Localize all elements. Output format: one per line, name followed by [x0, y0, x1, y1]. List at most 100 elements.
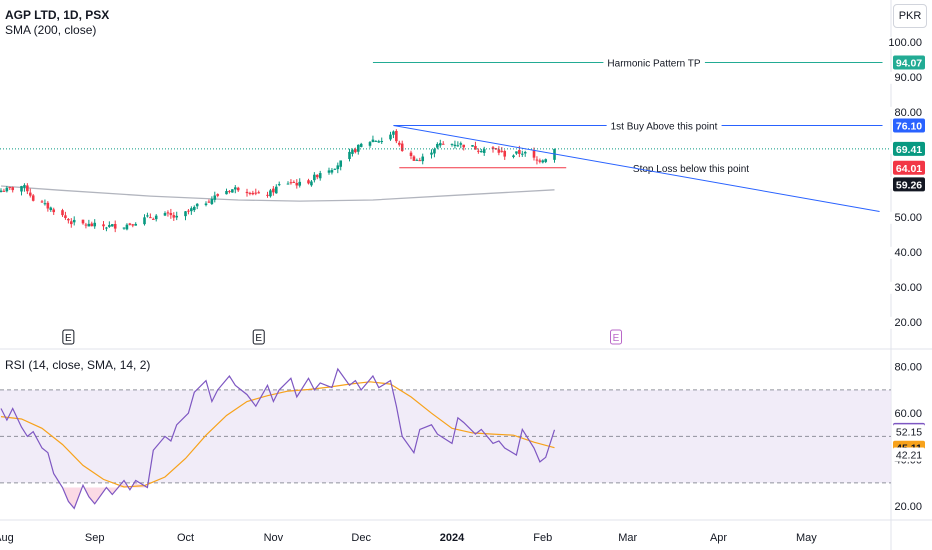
candle-body[interactable] — [187, 210, 190, 212]
candle-body[interactable] — [356, 144, 360, 152]
candle-body[interactable] — [359, 143, 363, 147]
candle-body[interactable] — [474, 145, 477, 150]
buy-label[interactable]: 1st Buy Above this point — [611, 121, 718, 132]
candle-body[interactable] — [0, 190, 3, 193]
candle-body[interactable] — [72, 219, 76, 223]
candle-body[interactable] — [418, 160, 422, 162]
candle-body[interactable] — [274, 186, 278, 194]
candle-body[interactable] — [122, 227, 126, 229]
candle-body[interactable] — [134, 223, 138, 226]
candle-body[interactable] — [61, 210, 64, 216]
candle-body[interactable] — [269, 190, 272, 197]
candle-body[interactable] — [2, 190, 6, 192]
candle-body[interactable] — [538, 160, 542, 162]
candle-body[interactable] — [491, 147, 495, 149]
candle-body[interactable] — [213, 195, 217, 200]
candle-body[interactable] — [228, 191, 231, 193]
candle-body[interactable] — [87, 223, 91, 227]
candle-body[interactable] — [128, 223, 132, 225]
candle-body[interactable] — [204, 203, 208, 206]
candle-body[interactable] — [336, 165, 340, 170]
candle-body[interactable] — [90, 223, 94, 227]
candle-body[interactable] — [225, 191, 228, 195]
candle-body[interactable] — [518, 149, 521, 154]
candle-body[interactable] — [11, 187, 15, 191]
candle-body[interactable] — [541, 160, 545, 163]
candle-body[interactable] — [512, 155, 515, 158]
candle-body[interactable] — [433, 149, 436, 154]
candle-body[interactable] — [438, 143, 442, 146]
candle-body[interactable] — [5, 187, 9, 192]
candle-body[interactable] — [333, 168, 337, 170]
candle-body[interactable] — [149, 217, 152, 219]
candle-body[interactable] — [436, 143, 439, 148]
candle-body[interactable] — [254, 192, 258, 194]
candle-body[interactable] — [286, 183, 290, 185]
candle-body[interactable] — [450, 143, 454, 145]
candle-body[interactable] — [251, 192, 255, 195]
candle-body[interactable] — [412, 156, 416, 161]
candle-body[interactable] — [380, 140, 384, 143]
candle-body[interactable] — [292, 181, 296, 183]
candle-body[interactable] — [102, 224, 105, 227]
symbol-title[interactable]: AGP LTD, 1D, PSX — [5, 8, 110, 22]
tp-label[interactable]: Harmonic Pattern TP — [607, 59, 701, 70]
candle-body[interactable] — [310, 181, 313, 186]
candle-body[interactable] — [459, 143, 463, 145]
candle-body[interactable] — [207, 201, 211, 203]
candle-body[interactable] — [318, 173, 322, 179]
candle-body[interactable] — [482, 149, 486, 153]
candle-body[interactable] — [471, 145, 474, 147]
candle-body[interactable] — [113, 224, 117, 229]
candle-body[interactable] — [453, 144, 457, 146]
candle-body[interactable] — [31, 195, 35, 201]
candle-body[interactable] — [339, 160, 343, 167]
candle-body[interactable] — [462, 144, 466, 148]
candle-body[interactable] — [64, 215, 67, 218]
candle-body[interactable] — [46, 202, 50, 209]
candle-body[interactable] — [52, 209, 56, 213]
candle-body[interactable] — [327, 170, 331, 173]
candle-body[interactable] — [389, 134, 392, 140]
candle-body[interactable] — [421, 156, 425, 162]
candle-body[interactable] — [245, 191, 249, 194]
currency-button[interactable]: PKR — [893, 4, 927, 28]
candle-body[interactable] — [315, 174, 319, 178]
candle-body[interactable] — [441, 143, 445, 145]
candle-body[interactable] — [43, 203, 47, 205]
candle-body[interactable] — [233, 187, 237, 190]
candle-body[interactable] — [195, 203, 199, 207]
candle-body[interactable] — [163, 213, 167, 216]
candle-body[interactable] — [143, 217, 146, 225]
candle-body[interactable] — [503, 151, 507, 157]
candle-body[interactable] — [216, 194, 220, 196]
candle-body[interactable] — [81, 219, 85, 224]
candle-body[interactable] — [535, 159, 539, 161]
candle-body[interactable] — [272, 188, 275, 193]
candle-body[interactable] — [298, 181, 302, 186]
rsi-legend[interactable]: RSI (14, close, SMA, 14, 2) — [5, 358, 151, 372]
candle-body[interactable] — [456, 145, 460, 147]
candle-body[interactable] — [307, 180, 310, 184]
candle-body[interactable] — [154, 215, 158, 220]
earnings-marker[interactable] — [610, 329, 623, 345]
candle-body[interactable] — [523, 152, 527, 154]
stop-label[interactable]: Stop Loss below this point — [633, 164, 749, 175]
candle-body[interactable] — [110, 224, 114, 227]
candle-body[interactable] — [392, 131, 395, 135]
candle-body[interactable] — [354, 149, 357, 153]
candle-body[interactable] — [231, 189, 234, 193]
candle-body[interactable] — [151, 218, 155, 220]
candle-body[interactable] — [515, 151, 518, 154]
candle-body[interactable] — [348, 151, 351, 159]
candle-body[interactable] — [368, 142, 372, 146]
candle-body[interactable] — [146, 215, 149, 217]
candle-body[interactable] — [8, 187, 12, 189]
candle-body[interactable] — [175, 215, 179, 218]
candle-body[interactable] — [166, 212, 170, 214]
candle-body[interactable] — [377, 141, 381, 143]
candle-body[interactable] — [28, 192, 32, 196]
candle-body[interactable] — [295, 182, 299, 186]
candle-body[interactable] — [192, 206, 196, 211]
candle-body[interactable] — [169, 212, 173, 216]
